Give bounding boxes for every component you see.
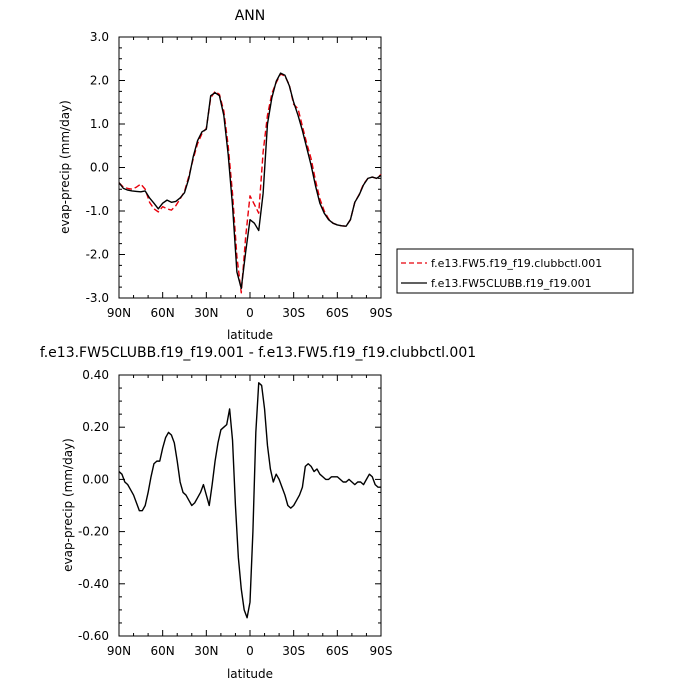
- legend-label-control: f.e13.FW5.f19_f19.clubbctl.001: [431, 257, 602, 270]
- legend: f.e13.FW5.f19_f19.clubbctl.001 f.e13.FW5…: [396, 248, 634, 294]
- bottom-xtick-label: 60N: [151, 644, 175, 658]
- bottom-xtick-label: 0: [246, 644, 254, 658]
- legend-frame: [396, 248, 634, 294]
- bottom-ytick-label: 0.20: [82, 420, 109, 434]
- top-ytick-label: 2.0: [90, 74, 109, 88]
- top-series-line-1: [118, 72, 382, 290]
- bottom-ytick-label: -0.20: [78, 525, 109, 539]
- top-xtick-label: 30S: [282, 306, 305, 320]
- top-ytick-label: -1.0: [86, 204, 109, 218]
- top-xtick-label: 60S: [326, 306, 349, 320]
- top-ytick-label: 1.0: [90, 117, 109, 131]
- top-panel-title: ANN: [235, 8, 266, 24]
- top-ytick-label: 3.0: [90, 30, 109, 44]
- top-xtick-label: 0: [246, 306, 254, 320]
- top-panel-xlabel: latitude: [227, 328, 273, 342]
- bottom-panel-ylabel: evap-precip (mm/day): [61, 438, 75, 572]
- top-panel: ANN 90N 60N 30N 0 30S 60S 90S -3.0 -2.0 -1.0 0.0 1.…: [58, 8, 392, 342]
- top-series-line-0: [118, 73, 382, 294]
- bottom-ytick-label: 0.00: [82, 472, 109, 486]
- top-ytick-label: -3.0: [86, 291, 109, 305]
- bottom-ytick-label: -0.40: [78, 577, 109, 591]
- top-xtick-label: 90S: [370, 306, 393, 320]
- top-xtick-label: 60N: [151, 306, 175, 320]
- bottom-ytick-label: 0.40: [82, 368, 109, 382]
- top-ytick-label: -2.0: [86, 248, 109, 262]
- bottom-xtick-label: 30N: [194, 644, 218, 658]
- bottom-panel-xlabel: latitude: [227, 667, 273, 681]
- bottom-xtick-label: 90S: [370, 644, 393, 658]
- bottom-panel-title: f.e13.FW5CLUBB.f19_f19.001 - f.e13.FW5.f…: [40, 345, 476, 361]
- bottom-ytick-label: -0.60: [78, 629, 109, 643]
- top-panel-frame: [118, 36, 382, 299]
- top-xtick-label: 30N: [194, 306, 218, 320]
- bottom-series-line-0: [118, 382, 381, 619]
- legend-label-clubb: f.e13.FW5CLUBB.f19_f19.001: [431, 277, 592, 290]
- top-ytick-label: 0.0: [90, 161, 109, 175]
- bottom-panel: f.e13.FW5CLUBB.f19_f19.001 - f.e13.FW5.f…: [40, 345, 476, 681]
- bottom-xtick-label: 90N: [107, 644, 131, 658]
- bottom-xtick-label: 60S: [326, 644, 349, 658]
- top-xtick-label: 90N: [107, 306, 131, 320]
- top-panel-ylabel: evap-precip (mm/day): [58, 100, 72, 234]
- bottom-xtick-label: 30S: [282, 644, 305, 658]
